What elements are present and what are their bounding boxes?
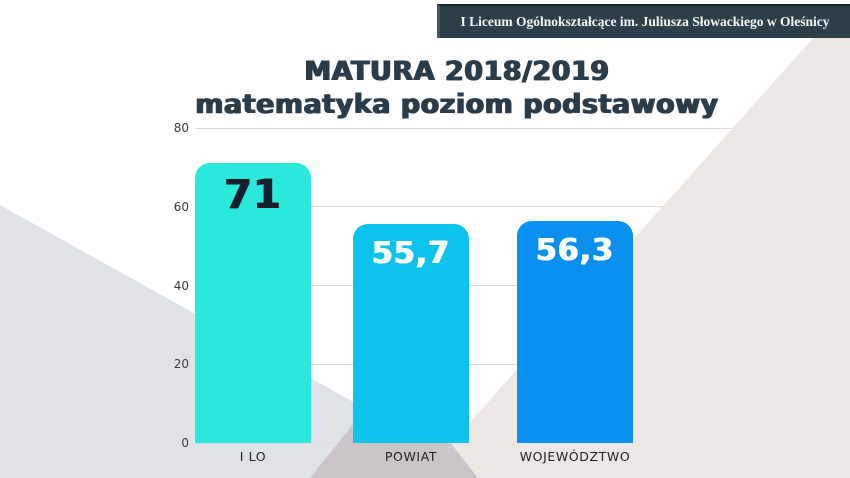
bar-value-label-powiat: 55,7: [371, 235, 451, 271]
chart-title-line2: matematyka poziom podstawowy: [195, 89, 719, 120]
bar-powiat: 55,7: [353, 223, 469, 443]
y-axis-tick-60: 60: [173, 199, 189, 214]
gridline-40: [195, 285, 790, 286]
x-axis-label-powiat: POWIAT: [384, 449, 438, 464]
chart-title: MATURA 2018/2019 matematyka poziom podst…: [64, 55, 850, 121]
y-axis-tick-20: 20: [173, 357, 189, 372]
y-axis-tick-80: 80: [173, 121, 189, 135]
gridline-80: [195, 127, 790, 129]
x-axis-label-i-lo: I LO: [239, 449, 267, 464]
y-axis-tick-0: 0: [181, 436, 189, 450]
chart-title-line1: MATURA 2018/2019: [304, 56, 610, 87]
bar-value-label-województwo: 56,3: [535, 233, 615, 269]
x-axis-label-województwo: WOJEWÓDZTWO: [519, 449, 631, 464]
bar-województwo: 56,3: [517, 221, 633, 443]
school-name-text: I Liceum Ogólnokształcące im. Juliusza S…: [460, 14, 830, 29]
bar-i-lo: 71: [195, 163, 311, 443]
bar-value-label-i-lo: 71: [224, 172, 282, 219]
school-name-banner: I Liceum Ogólnokształcące im. Juliusza S…: [437, 4, 850, 38]
gridline-20: [195, 363, 790, 365]
gridline-60: [195, 206, 790, 208]
y-axis-tick-40: 40: [173, 278, 189, 293]
